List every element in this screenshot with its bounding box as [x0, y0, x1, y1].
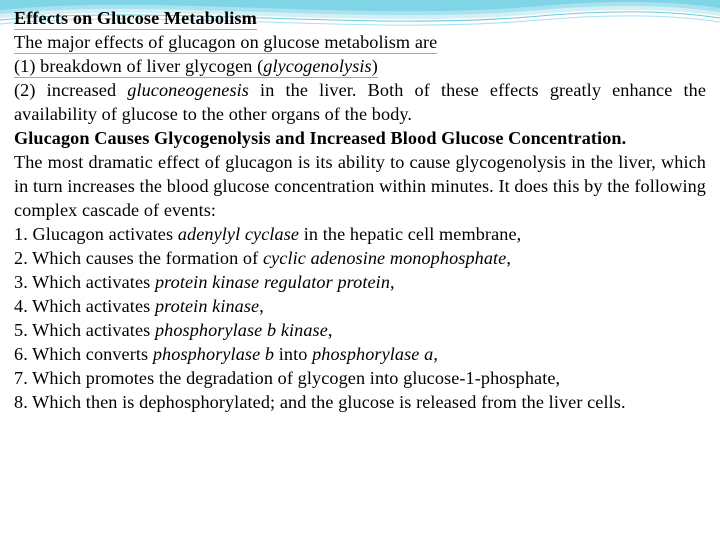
s3-pre: 3. Which activates: [14, 272, 155, 292]
bullet-1: (1) breakdown of liver glycogen (glycoge…: [14, 54, 706, 78]
s2-pre: 2. Which causes the formation of: [14, 248, 263, 268]
b2-italic: gluconeogenesis: [127, 80, 249, 100]
paragraph-dramatic-effect: The most dramatic effect of glucagon is …: [14, 150, 706, 222]
s4-pre: 4. Which activates: [14, 296, 155, 316]
heading-glucagon-causes: Glucagon Causes Glycogenolysis and Incre…: [14, 126, 706, 150]
s3-post: ,: [390, 272, 395, 292]
s6-mid: into: [274, 344, 312, 364]
heading-text: Effects on Glucose Metabolism: [14, 8, 257, 30]
step-3: 3. Which activates protein kinase regula…: [14, 270, 706, 294]
step-6: 6. Which converts phosphorylase b into p…: [14, 342, 706, 366]
step-8: 8. Which then is dephosphorylated; and t…: [14, 390, 706, 414]
b1-pre: (1) breakdown of liver glycogen (: [14, 56, 263, 76]
heading-effects: Effects on Glucose Metabolism: [14, 6, 706, 30]
s5-pre: 5. Which activates: [14, 320, 155, 340]
slide-content: Effects on Glucose Metabolism The major …: [0, 0, 720, 424]
step-4: 4. Which activates protein kinase,: [14, 294, 706, 318]
s4-post: ,: [259, 296, 264, 316]
s6-italic-1: phosphorylase b: [153, 344, 274, 364]
intro-line: The major effects of glucagon on glucose…: [14, 30, 706, 54]
step-7: 7. Which promotes the degradation of gly…: [14, 366, 706, 390]
b2-pre: (2) increased: [14, 80, 127, 100]
step-1: 1. Glucagon activates adenylyl cyclase i…: [14, 222, 706, 246]
s5-italic: phosphorylase b kinase: [155, 320, 328, 340]
b1-post: ): [372, 56, 378, 76]
b1-italic: glycogenolysis: [263, 56, 371, 76]
s1-italic: adenylyl cyclase: [178, 224, 299, 244]
s6-pre: 6. Which converts: [14, 344, 153, 364]
s6-italic-2: phosphorylase a: [312, 344, 433, 364]
step-5: 5. Which activates phosphorylase b kinas…: [14, 318, 706, 342]
s1-post: in the hepatic cell membrane,: [299, 224, 521, 244]
step-2: 2. Which causes the formation of cyclic …: [14, 246, 706, 270]
intro-text: The major effects of glucagon on glucose…: [14, 32, 437, 54]
s2-italic: cyclic adenosine monophosphate: [263, 248, 506, 268]
bullet-2: (2) increased gluconeogenesis in the liv…: [14, 78, 706, 126]
s2-post: ,: [506, 248, 511, 268]
s4-italic: protein kinase: [155, 296, 259, 316]
s5-post: ,: [328, 320, 333, 340]
s6-post: ,: [433, 344, 438, 364]
s3-italic: protein kinase regulator protein: [155, 272, 390, 292]
s1-pre: 1. Glucagon activates: [14, 224, 178, 244]
